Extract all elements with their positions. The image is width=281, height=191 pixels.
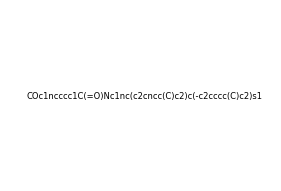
Text: COc1ncccc1C(=O)Nc1nc(c2cncc(C)c2)c(-c2cccc(C)c2)s1: COc1ncccc1C(=O)Nc1nc(c2cncc(C)c2)c(-c2cc…: [26, 92, 262, 101]
